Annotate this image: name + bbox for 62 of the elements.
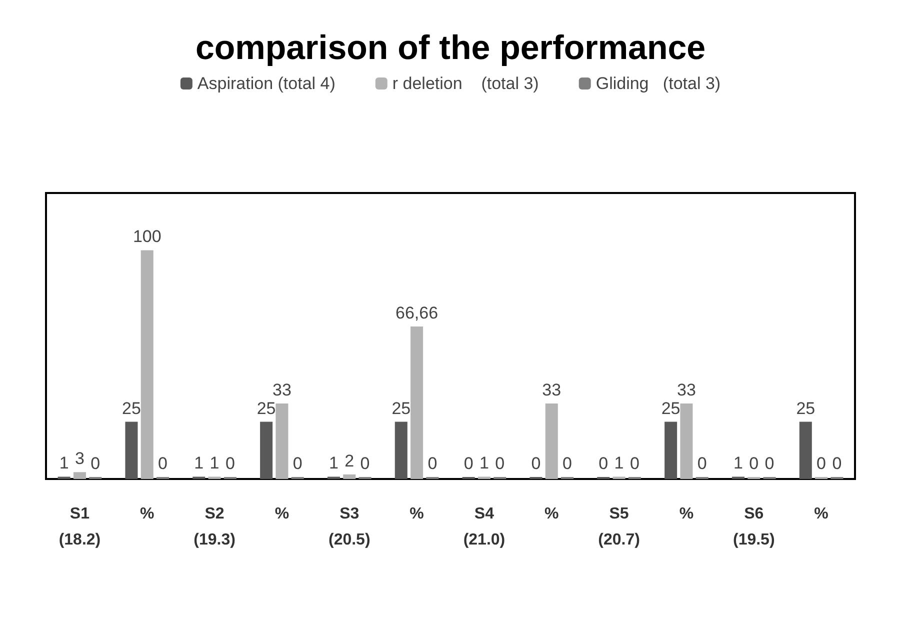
legend-label: Gliding (total 3) — [596, 74, 721, 93]
data-label: 33 — [542, 380, 562, 400]
bar — [394, 422, 408, 479]
data-label: 0 — [764, 454, 774, 473]
legend-label: r deletion (total 3) — [392, 74, 539, 93]
data-label: 33 — [272, 380, 292, 400]
x-tick-label: S1 (18.2) — [58, 506, 101, 548]
data-label: 1 — [614, 454, 624, 473]
data-label: 1 — [194, 454, 204, 473]
data-label: 0 — [531, 454, 541, 473]
data-label: 0 — [90, 454, 100, 473]
data-label: 2 — [344, 451, 354, 470]
data-label: 0 — [749, 454, 759, 473]
data-label: 0 — [292, 454, 302, 473]
data-label: 0 — [816, 454, 826, 473]
bar — [410, 326, 424, 479]
bar — [680, 403, 693, 479]
bar — [343, 474, 356, 479]
bar — [125, 422, 138, 479]
data-label: 25 — [392, 398, 411, 418]
data-label: 3 — [74, 449, 84, 468]
data-label: 1 — [210, 454, 220, 473]
data-label: 33 — [676, 380, 696, 400]
data-label: 25 — [256, 398, 276, 418]
data-label: 0 — [630, 454, 640, 473]
x-tick-label: % — [140, 506, 154, 522]
data-label: 1 — [328, 454, 338, 473]
x-tick-label: S4 (21.0) — [463, 506, 506, 548]
legend-label: Aspiration (total 4) — [197, 74, 336, 93]
data-label: 100 — [132, 227, 162, 246]
data-label: 0 — [158, 454, 168, 473]
data-label: 0 — [832, 454, 842, 473]
bar — [799, 422, 812, 479]
chart-title: comparison of the performance — [195, 29, 706, 67]
data-label: 25 — [796, 398, 816, 418]
x-tick-label: S5 (20.7) — [598, 506, 640, 548]
data-label: 0 — [495, 454, 505, 473]
data-label: 1 — [479, 454, 489, 473]
data-label: 0 — [598, 454, 608, 473]
bar — [545, 403, 558, 479]
x-tick-label: % — [410, 506, 424, 522]
data-label: 0 — [428, 454, 438, 473]
data-label: 0 — [464, 454, 474, 473]
x-tick-label: S3 (20.5) — [328, 506, 370, 548]
data-label: 0 — [562, 454, 572, 473]
data-label: 25 — [661, 398, 680, 418]
bar — [260, 422, 273, 479]
bar — [664, 422, 678, 479]
x-tick-label: S2 (19.3) — [194, 506, 236, 548]
data-label: 0 — [225, 454, 235, 473]
x-tick-label: % — [274, 506, 290, 522]
data-label: 1 — [733, 454, 743, 473]
x-tick-label: % — [814, 506, 828, 522]
data-label: 0 — [697, 454, 707, 473]
data-label: 0 — [360, 454, 370, 473]
data-label: 25 — [122, 398, 141, 418]
x-tick-label: % — [679, 506, 694, 522]
bar — [276, 403, 288, 479]
data-label: 1 — [59, 454, 69, 473]
x-tick-label: S6 (19.5) — [732, 506, 775, 548]
x-tick-label: % — [544, 506, 559, 522]
data-label: 66,66 — [396, 303, 438, 322]
